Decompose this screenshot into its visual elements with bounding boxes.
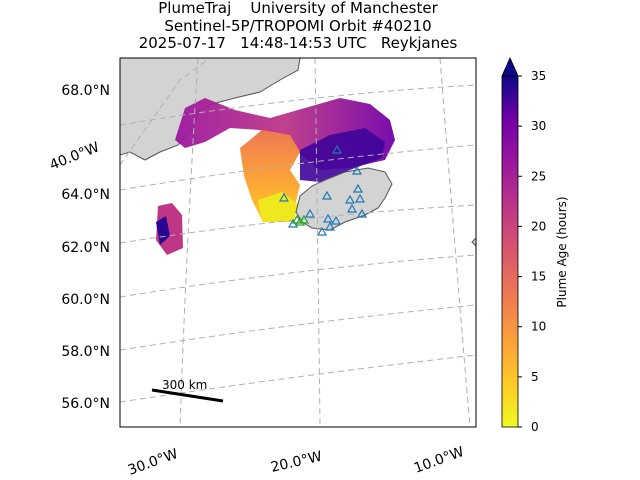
source-marker — [294, 216, 306, 226]
colorbar-tick-label: 35 — [531, 69, 546, 83]
plume-east-dense — [300, 128, 385, 182]
colorbar: 0 5 10 15 20 25 30 35 Plume Age (hours) — [501, 57, 569, 434]
lon-label: 10.0°W — [412, 444, 466, 477]
map-frame — [119, 57, 477, 428]
map-area: 300 km — [120, 58, 476, 427]
scale-bar-label: 300 km — [162, 378, 207, 392]
colorbar-tick-label: 15 — [531, 270, 546, 284]
volcano-marker — [316, 226, 328, 236]
volcano-marker — [278, 192, 290, 202]
volcano-marker — [330, 215, 342, 225]
volcano-marker — [304, 208, 316, 218]
volcano-marker — [331, 144, 343, 154]
volcano-marker — [356, 208, 368, 218]
source-marker — [298, 214, 310, 224]
colorbar-tick-label: 20 — [531, 219, 546, 233]
lon-label: 20.0°W — [269, 449, 323, 476]
colorbar-tick-label: 25 — [531, 169, 546, 183]
latitude-labels: 68.0°N 64.0°N 62.0°N 60.0°N 58.0°N 56.0°… — [61, 83, 110, 412]
meridian-label: 40.0°W — [48, 139, 102, 173]
colorbar-label: Plume Age (hours) — [555, 196, 569, 307]
volcano-marker — [344, 194, 356, 204]
volcano-markers — [278, 144, 368, 236]
volcano-marker — [321, 190, 333, 200]
lat-label: 58.0°N — [61, 344, 110, 360]
plume-isolated-core — [156, 216, 170, 245]
coastline-fragment — [471, 237, 476, 247]
lat-label: 56.0°N — [61, 396, 110, 412]
lat-label: 64.0°N — [61, 187, 110, 203]
colorbar-tick-label: 30 — [531, 119, 546, 133]
colorbar-extend-max — [501, 57, 519, 77]
colorbar-tick-label: 5 — [531, 370, 539, 384]
lon-label: 30.0°W — [126, 446, 180, 479]
colorbar-gradient — [501, 75, 519, 428]
scale-bar — [151, 388, 224, 403]
volcano-marker — [322, 213, 334, 223]
longitude-labels: 30.0°W 20.0°W 10.0°W — [126, 444, 466, 479]
lat-label: 68.0°N — [61, 83, 110, 99]
colorbar-tick-label: 10 — [531, 320, 546, 334]
title-line-2: Sentinel-5P/TROPOMI Orbit #40210 — [164, 17, 432, 35]
volcano-marker — [351, 165, 363, 175]
volcano-marker — [354, 193, 366, 203]
volcano-marker — [352, 183, 364, 193]
volcano-marker — [346, 203, 358, 213]
lat-label: 60.0°N — [61, 292, 110, 308]
colorbar-tick-label: 0 — [531, 420, 539, 434]
volcano-marker — [324, 221, 336, 231]
title-line-1: PlumeTraj University of Manchester — [158, 0, 438, 17]
plume-young-core — [258, 192, 298, 222]
title-line-3: 2025-07-17 14:48-14:53 UTC Reykjanes — [138, 34, 458, 52]
lat-label: 62.0°N — [61, 240, 110, 256]
